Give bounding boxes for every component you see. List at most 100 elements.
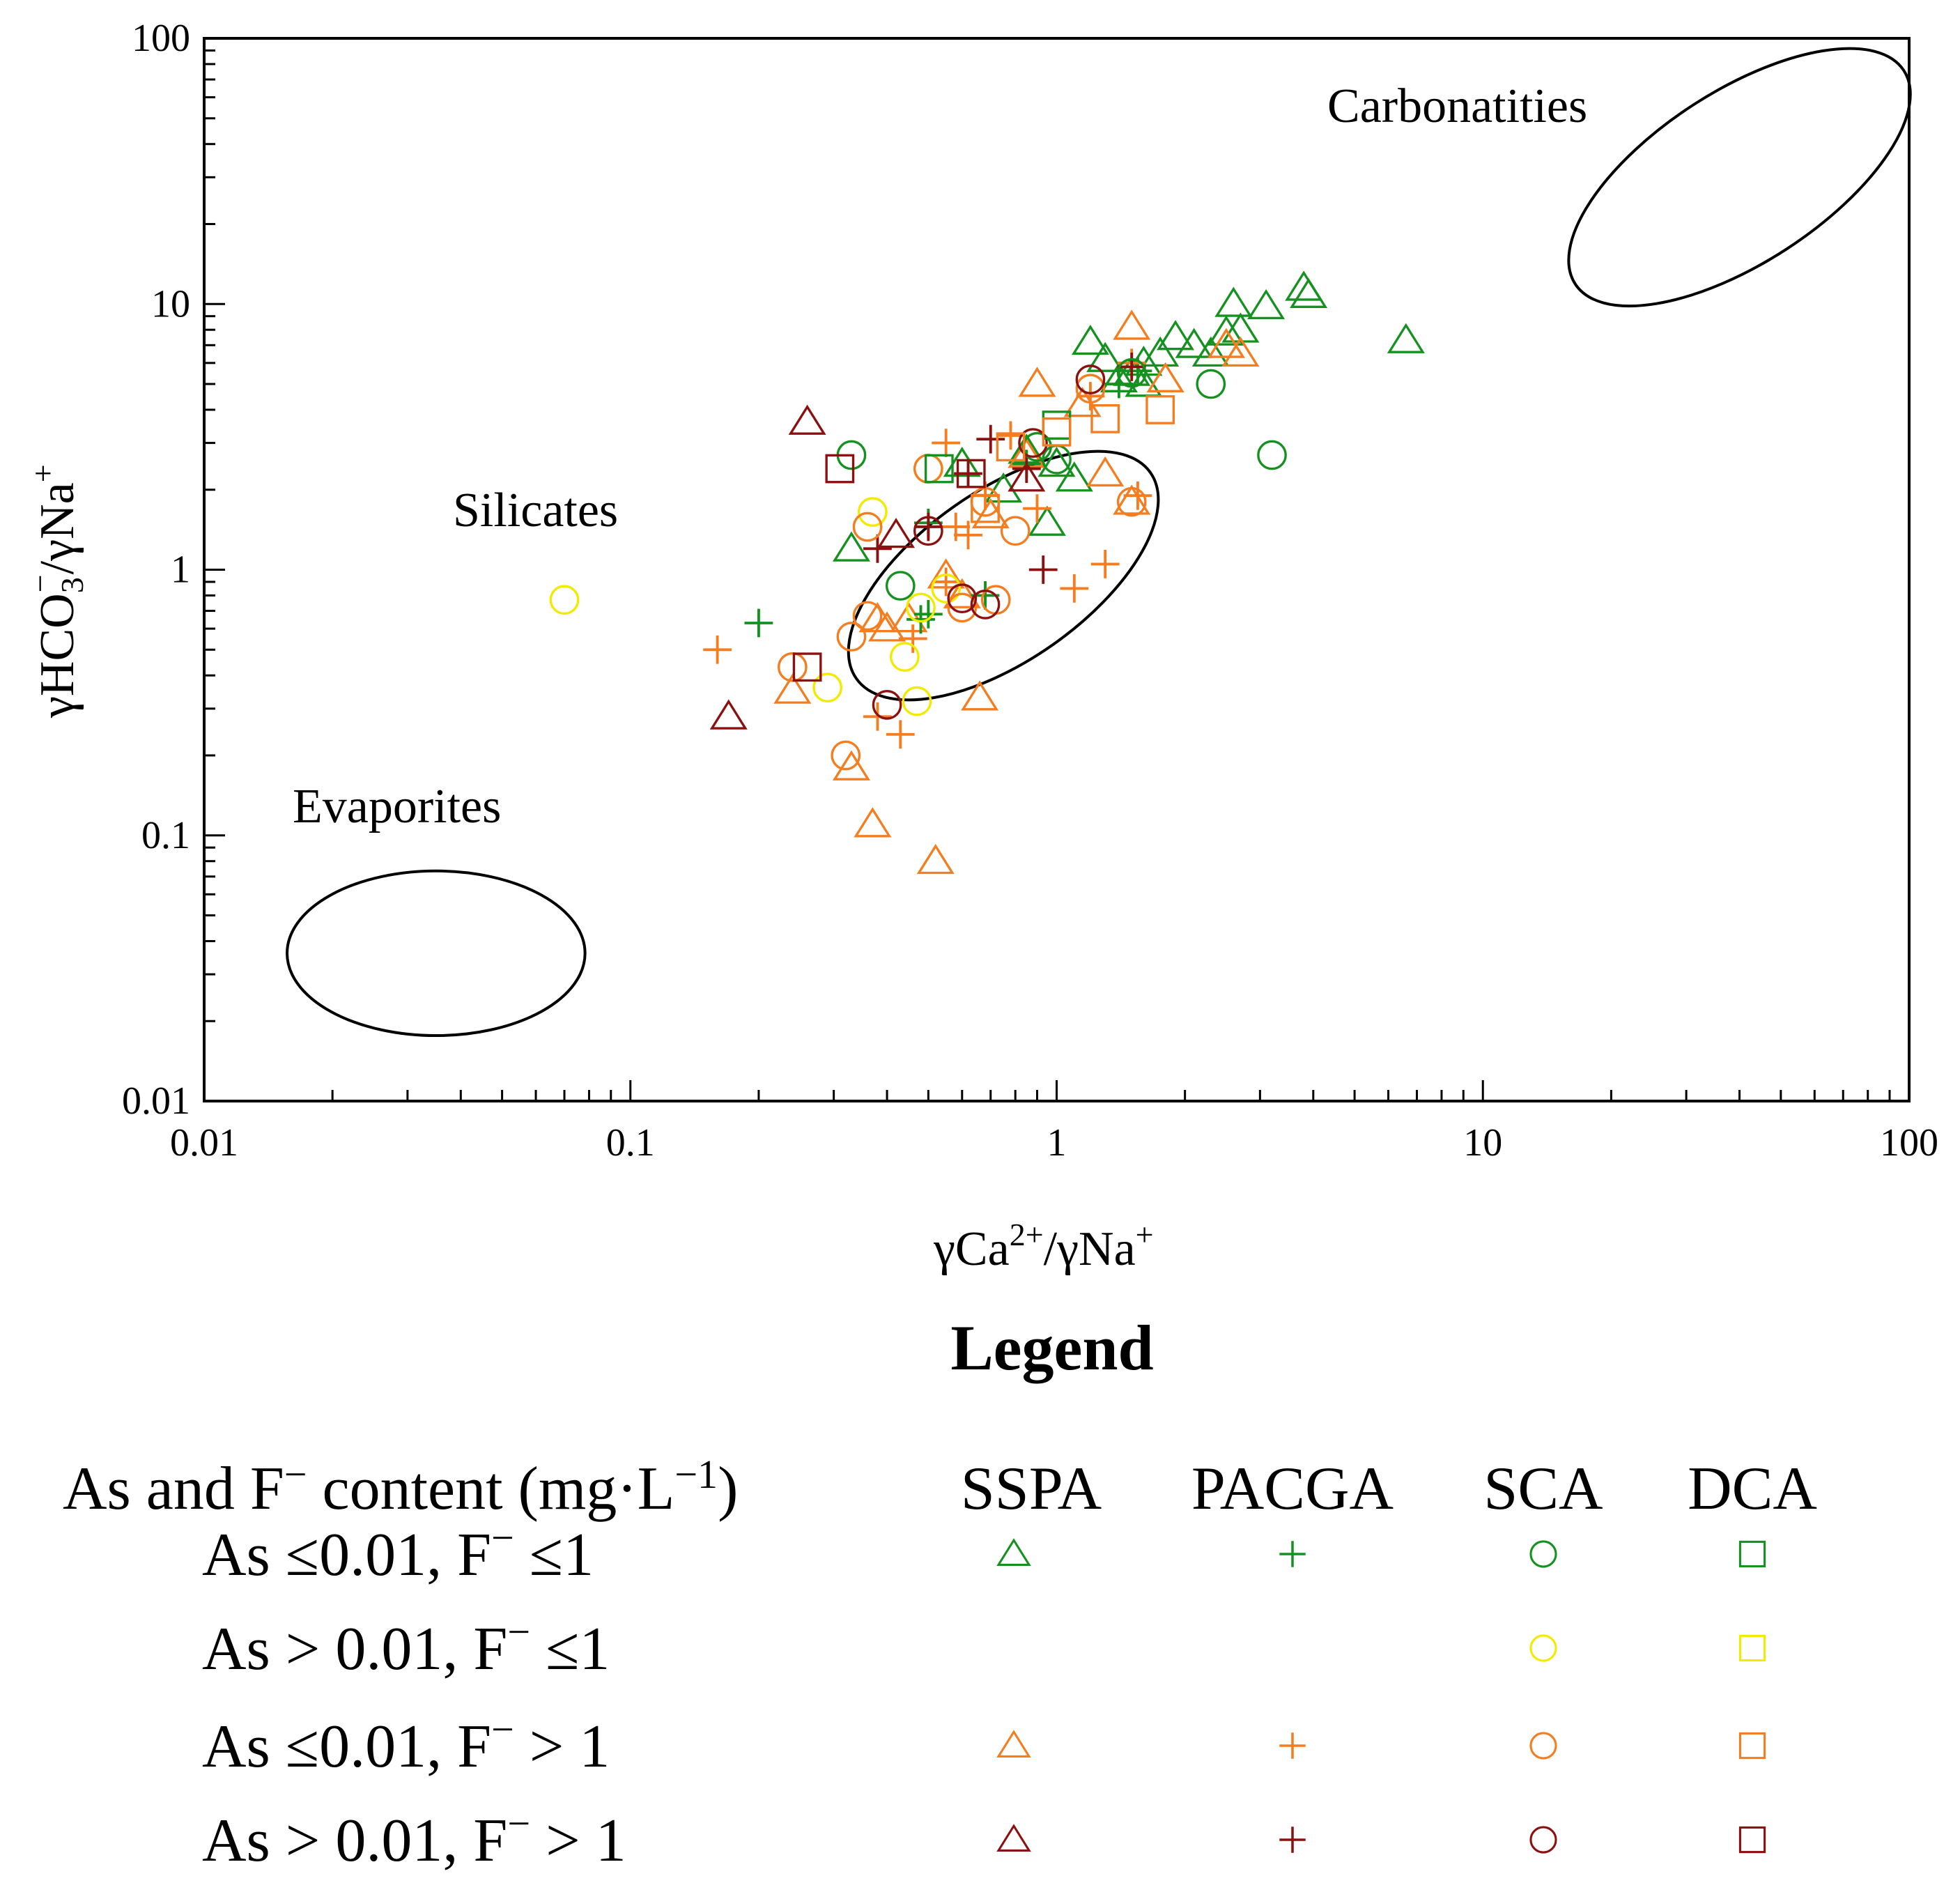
data-point-triangle bbox=[1008, 461, 1046, 492]
data-point-triangle bbox=[1290, 277, 1328, 308]
data-point-triangle bbox=[943, 578, 981, 608]
data-point-triangle bbox=[890, 602, 928, 633]
legend-row-label: As > 0.01, F− > 1 bbox=[202, 1801, 626, 1875]
data-point-triangle bbox=[1247, 289, 1286, 320]
data-point-plus bbox=[913, 599, 943, 629]
data-point-plus bbox=[1076, 382, 1105, 410]
data-point-circle bbox=[1116, 486, 1147, 517]
data-point-triangle bbox=[1191, 336, 1230, 367]
data-point-triangle bbox=[1214, 286, 1253, 317]
x-tick-label: 1 bbox=[1047, 1121, 1067, 1164]
region-ellipse-silicates bbox=[847, 449, 1160, 702]
data-point-triangle bbox=[832, 531, 870, 562]
data-point-circle bbox=[857, 497, 888, 527]
region-ellipse-carbonatities bbox=[1567, 47, 1912, 308]
region-ellipses bbox=[286, 47, 1912, 1038]
data-point-triangle bbox=[1156, 320, 1195, 351]
data-point-plus bbox=[1023, 494, 1051, 523]
data-point-triangle bbox=[877, 518, 916, 548]
data-point-triangle bbox=[1086, 341, 1125, 372]
data-point-triangle bbox=[832, 750, 870, 781]
data-point-circle bbox=[1075, 374, 1106, 404]
data-point-circle bbox=[549, 585, 580, 615]
data-point-square bbox=[792, 652, 822, 682]
data-point-triangle bbox=[788, 404, 826, 435]
data-point-plus bbox=[976, 424, 1005, 454]
legend-column-sspa: SSPA bbox=[961, 1455, 1102, 1523]
data-point-plus bbox=[886, 720, 915, 749]
data-point-circle bbox=[890, 642, 920, 672]
x-tick-label: 0.1 bbox=[606, 1121, 655, 1164]
data-point-triangle bbox=[868, 611, 906, 642]
region-label-silicates: Silicates bbox=[453, 484, 618, 537]
data-point-circle bbox=[1196, 369, 1226, 399]
data-point-circle bbox=[1075, 364, 1106, 394]
data-point-circle bbox=[1018, 428, 1048, 458]
x-tick-label: 100 bbox=[1880, 1121, 1938, 1164]
data-point-triangle bbox=[1207, 315, 1245, 346]
legend-marker-circle bbox=[1529, 1826, 1557, 1854]
data-point-triangle bbox=[1113, 309, 1151, 340]
legend-marker-square bbox=[1738, 1732, 1766, 1760]
data-point-triangle bbox=[943, 447, 981, 477]
legend-row-label: As ≤0.01, F− > 1 bbox=[202, 1707, 610, 1781]
data-point-circle bbox=[885, 571, 916, 601]
data-point-triangle bbox=[1086, 456, 1125, 487]
legend-row-label: As > 0.01, F− ≤1 bbox=[202, 1609, 610, 1683]
data-point-plus bbox=[863, 702, 892, 731]
data-point-plus bbox=[898, 624, 927, 653]
legend-marker-circle bbox=[1529, 1634, 1557, 1662]
data-point-circle bbox=[1257, 440, 1287, 470]
data-point-plus bbox=[1012, 454, 1041, 483]
data-point-triangle bbox=[709, 699, 748, 730]
data-point-plus bbox=[744, 608, 773, 638]
legend-marker-circle bbox=[1529, 1732, 1557, 1760]
data-point-triangle bbox=[773, 673, 812, 704]
data-point-triangle bbox=[1018, 367, 1056, 397]
data-point-square bbox=[825, 454, 855, 484]
legend-marker-plus bbox=[1279, 1827, 1306, 1853]
legend-title: Legend bbox=[950, 1312, 1153, 1383]
data-point-circle bbox=[831, 740, 861, 771]
tick-labels: 0.01 0.1 1 10 100 0.01 0.1 1 10 100 bbox=[122, 17, 1938, 1164]
data-point-plus bbox=[1123, 481, 1152, 510]
data-point-square bbox=[971, 493, 1000, 523]
data-point-circle bbox=[913, 454, 943, 484]
y-axis-label: γHCO3−/γNa+ bbox=[22, 464, 90, 718]
legend-header-label: As and F− content (mg·L−1) bbox=[63, 1452, 738, 1523]
x-tick-label: 0.01 bbox=[170, 1121, 238, 1164]
data-point-triangle bbox=[961, 680, 999, 711]
data-point-square bbox=[1090, 403, 1120, 433]
x-tick-label: 10 bbox=[1463, 1121, 1502, 1164]
legend-marker-square bbox=[1738, 1634, 1766, 1662]
data-point-plus bbox=[906, 605, 935, 634]
data-point-circle bbox=[872, 690, 902, 720]
data-point-plus bbox=[1090, 550, 1120, 578]
legend-row-label: As ≤0.01, F− ≤1 bbox=[202, 1515, 594, 1589]
data-point-triangle bbox=[1071, 324, 1109, 355]
data-point-plus bbox=[932, 429, 961, 457]
data-point-triangle bbox=[1028, 505, 1066, 536]
legend-column-dca: DCA bbox=[1688, 1455, 1817, 1523]
legend-marker-triangle bbox=[996, 1538, 1031, 1566]
y-tick-label: 0.1 bbox=[141, 814, 190, 857]
data-point-plus bbox=[1028, 555, 1058, 584]
data-point-square bbox=[956, 459, 986, 489]
data-point-circle bbox=[970, 589, 1001, 620]
region-ellipse-evaporites bbox=[286, 869, 587, 1038]
y-tick-label: 100 bbox=[132, 17, 190, 60]
data-point-triangle bbox=[1207, 328, 1245, 358]
legend-marker-plus bbox=[1279, 1732, 1306, 1759]
y-tick-label: 1 bbox=[171, 548, 190, 592]
legend-marker-square bbox=[1738, 1826, 1766, 1854]
data-point-circle bbox=[902, 686, 932, 716]
data-point-plus bbox=[703, 635, 732, 664]
data-point-circle bbox=[812, 672, 842, 703]
data-point-triangle bbox=[916, 843, 955, 875]
region-label-carbonatities: Carbonatities bbox=[1327, 79, 1587, 133]
data-point-triangle bbox=[1221, 312, 1260, 343]
legend-marker-plus bbox=[1279, 1541, 1306, 1567]
data-point-triangle bbox=[1146, 362, 1185, 393]
data-point-triangle bbox=[1037, 447, 1076, 477]
